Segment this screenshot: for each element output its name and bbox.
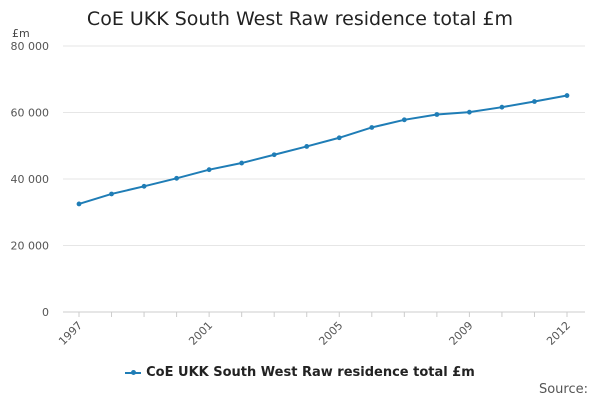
y-tick-label: 40 000 (11, 173, 50, 186)
y-tick-label: 60 000 (11, 107, 50, 120)
y-tick-label: 0 (42, 306, 49, 319)
data-point (76, 201, 82, 207)
data-point (532, 99, 537, 104)
x-tick-label: 2001 (186, 319, 215, 348)
data-point (271, 152, 277, 158)
data-point (239, 160, 245, 166)
series-line (78, 94, 568, 205)
y-tick-label: 80 000 (11, 40, 50, 53)
x-tick-label: 1997 (56, 319, 85, 348)
data-point (336, 135, 342, 141)
x-tick-label: 2012 (544, 319, 573, 348)
y-axis-unit: £m (12, 27, 30, 40)
legend-swatch (125, 369, 142, 375)
x-tick-label: 2009 (447, 319, 476, 348)
data-point (499, 104, 505, 110)
legend[interactable]: CoE UKK South West Raw residence total £… (0, 365, 600, 380)
data-point (109, 191, 114, 197)
source-label[interactable]: Source: (538, 382, 588, 397)
data-point (141, 183, 147, 189)
data-point (206, 167, 212, 173)
chart-title: CoE UKK South West Raw residence total £… (86, 8, 514, 30)
y-tick-label: 20 000 (11, 240, 50, 253)
data-point (304, 144, 310, 149)
data-point (401, 117, 407, 123)
data-point (467, 109, 472, 115)
data-point (174, 175, 180, 181)
legend-label: CoE UKK South West Raw residence total £… (146, 365, 475, 380)
data-point (369, 125, 375, 130)
data-point (434, 112, 440, 117)
x-tick-label: 2005 (316, 319, 345, 348)
data-point (564, 93, 570, 98)
